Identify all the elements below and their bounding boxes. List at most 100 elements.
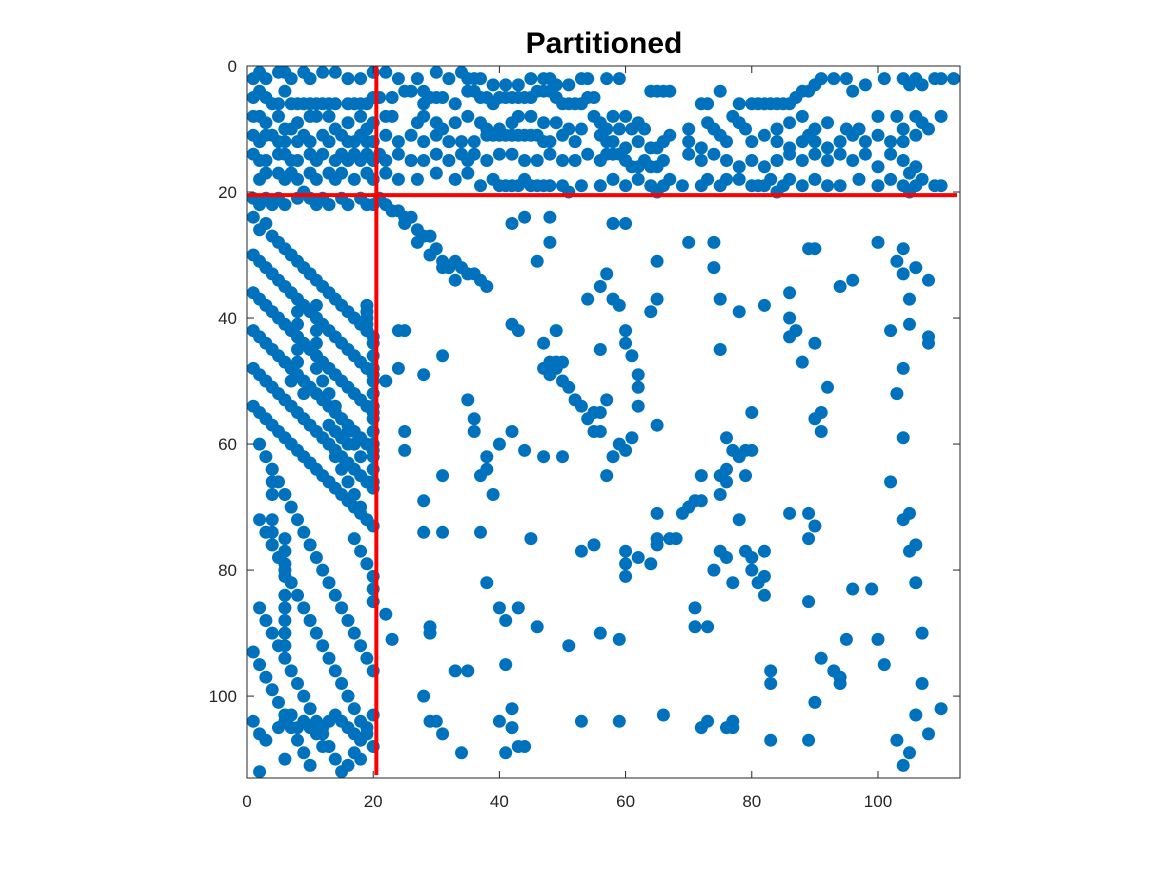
data-point bbox=[934, 702, 948, 716]
data-point bbox=[915, 677, 929, 690]
data-point bbox=[543, 179, 557, 193]
data-point bbox=[429, 65, 443, 79]
data-point bbox=[537, 450, 551, 464]
data-point bbox=[795, 179, 809, 193]
data-point bbox=[720, 172, 733, 186]
data-point bbox=[650, 506, 664, 520]
data-point bbox=[303, 702, 317, 716]
data-point bbox=[625, 349, 639, 363]
data-point bbox=[858, 135, 872, 149]
data-point bbox=[417, 135, 431, 149]
data-point bbox=[309, 336, 323, 350]
data-point bbox=[259, 217, 273, 230]
data-point bbox=[593, 343, 607, 356]
data-point bbox=[757, 160, 771, 174]
data-point bbox=[896, 154, 910, 167]
data-point bbox=[259, 670, 273, 684]
data-point bbox=[480, 576, 494, 590]
data-point bbox=[587, 425, 601, 438]
data-point bbox=[682, 135, 696, 149]
data-point bbox=[354, 733, 368, 747]
data-point bbox=[574, 714, 588, 728]
data-point bbox=[360, 324, 374, 338]
data-point bbox=[461, 109, 475, 123]
data-point bbox=[814, 651, 828, 665]
data-point bbox=[253, 765, 267, 779]
data-point bbox=[726, 576, 740, 590]
data-point bbox=[764, 733, 778, 747]
data-point bbox=[821, 141, 834, 155]
data-point bbox=[291, 343, 304, 356]
y-tick-label: 100 bbox=[209, 687, 237, 706]
data-point bbox=[322, 198, 336, 212]
data-point bbox=[499, 614, 513, 627]
chart-title: Partitioned bbox=[526, 27, 683, 60]
data-point bbox=[530, 154, 544, 167]
data-point bbox=[631, 135, 645, 149]
data-point bbox=[606, 172, 620, 186]
data-point bbox=[322, 387, 336, 401]
data-point bbox=[839, 632, 853, 646]
data-point bbox=[827, 72, 841, 86]
data-point bbox=[846, 128, 860, 142]
data-point bbox=[682, 235, 696, 249]
data-point bbox=[505, 702, 519, 716]
data-point bbox=[619, 179, 633, 193]
data-point bbox=[461, 166, 475, 180]
data-point bbox=[391, 147, 405, 161]
data-point bbox=[581, 292, 595, 306]
data-point bbox=[903, 317, 916, 331]
data-point bbox=[745, 551, 759, 564]
data-point bbox=[713, 343, 727, 356]
data-point bbox=[707, 235, 721, 249]
data-point bbox=[675, 179, 689, 193]
data-point bbox=[335, 166, 349, 180]
x-tick-label: 80 bbox=[742, 792, 761, 811]
data-point bbox=[543, 135, 557, 149]
data-point bbox=[871, 160, 885, 174]
data-point bbox=[448, 273, 462, 287]
data-point bbox=[663, 172, 677, 186]
data-point bbox=[291, 172, 304, 186]
data-point bbox=[265, 488, 279, 501]
data-point bbox=[808, 519, 822, 533]
data-point bbox=[922, 273, 935, 287]
data-point bbox=[442, 72, 456, 86]
data-point bbox=[600, 393, 614, 407]
data-point bbox=[934, 72, 948, 86]
data-point bbox=[682, 147, 696, 161]
data-point bbox=[562, 639, 576, 653]
data-point bbox=[505, 721, 519, 735]
data-point bbox=[757, 128, 771, 142]
data-point bbox=[278, 601, 292, 615]
data-point bbox=[291, 116, 304, 130]
data-point bbox=[745, 443, 759, 457]
data-point bbox=[291, 677, 304, 690]
data-point bbox=[486, 78, 500, 92]
data-point bbox=[732, 305, 746, 319]
data-point bbox=[291, 305, 304, 319]
data-point bbox=[720, 154, 733, 167]
data-point bbox=[284, 708, 298, 722]
data-point bbox=[436, 261, 450, 275]
data-point bbox=[278, 532, 292, 546]
data-point bbox=[423, 626, 437, 640]
data-point bbox=[278, 626, 292, 640]
data-point bbox=[821, 179, 834, 193]
data-point bbox=[391, 72, 405, 86]
data-point bbox=[896, 513, 910, 527]
data-point bbox=[795, 355, 809, 369]
data-point bbox=[442, 154, 456, 167]
data-point bbox=[297, 601, 311, 615]
data-point bbox=[877, 72, 891, 86]
data-point bbox=[417, 368, 431, 382]
data-point bbox=[297, 525, 311, 539]
data-point bbox=[656, 708, 670, 722]
data-point bbox=[537, 116, 551, 130]
data-point bbox=[669, 532, 683, 546]
data-point bbox=[423, 229, 437, 243]
data-point bbox=[606, 217, 620, 230]
y-tick-label: 60 bbox=[218, 435, 237, 454]
data-point bbox=[638, 122, 651, 136]
